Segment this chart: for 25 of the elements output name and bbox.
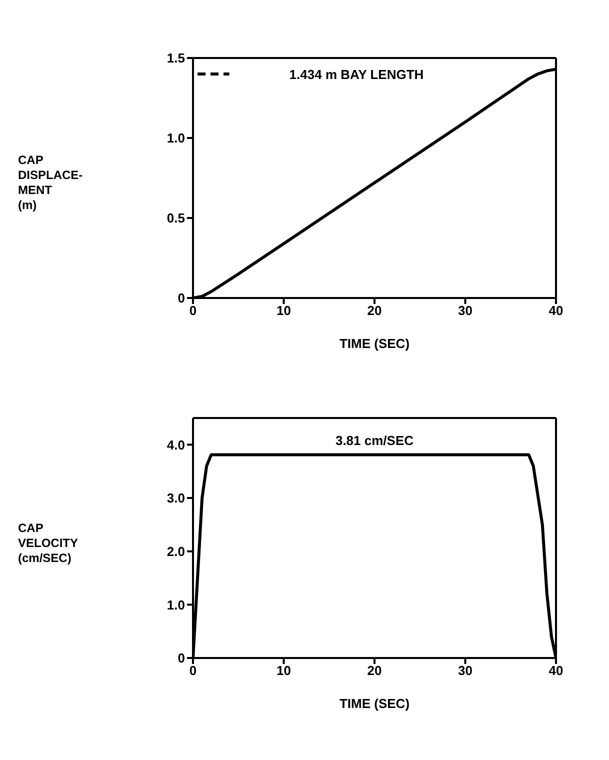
x-tick-label: 40 xyxy=(548,303,564,318)
y-tick-label: 0 xyxy=(178,650,185,666)
x-tick-label: 20 xyxy=(367,303,382,318)
x-tick-label: 10 xyxy=(276,663,291,678)
y-axis-title: CAP DISPLACE- MENT (m) xyxy=(17,153,84,213)
annotation: 3.81 cm/SEC xyxy=(335,432,414,448)
y-tick-label: 2.0 xyxy=(166,544,185,559)
x-tick-label: 40 xyxy=(548,663,564,678)
y-tick-label: 0 xyxy=(178,290,185,306)
x-tick-label: 30 xyxy=(458,663,472,678)
x-tick-label: 10 xyxy=(276,303,291,318)
y-axis-title: CAP VELOCITY (cm/SEC) xyxy=(17,520,80,566)
ref-line-label: 1.434 m BAY LENGTH xyxy=(289,67,424,82)
x-tick-label: 30 xyxy=(458,303,472,318)
y-tick-label: 4.0 xyxy=(166,437,185,452)
x-axis-title: TIME (SEC) xyxy=(339,696,410,711)
x-tick-label: 0 xyxy=(189,663,197,678)
y-tick-label: 3.0 xyxy=(166,490,185,506)
y-tick-label: 1.0 xyxy=(166,130,185,146)
y-tick-label: 0.5 xyxy=(166,210,185,226)
y-tick-label: 1.5 xyxy=(166,50,185,66)
x-tick-label: 20 xyxy=(367,663,382,678)
y-tick-label: 1.0 xyxy=(166,597,185,612)
x-axis-title: TIME (SEC) xyxy=(339,336,410,351)
x-tick-label: 0 xyxy=(189,303,197,318)
